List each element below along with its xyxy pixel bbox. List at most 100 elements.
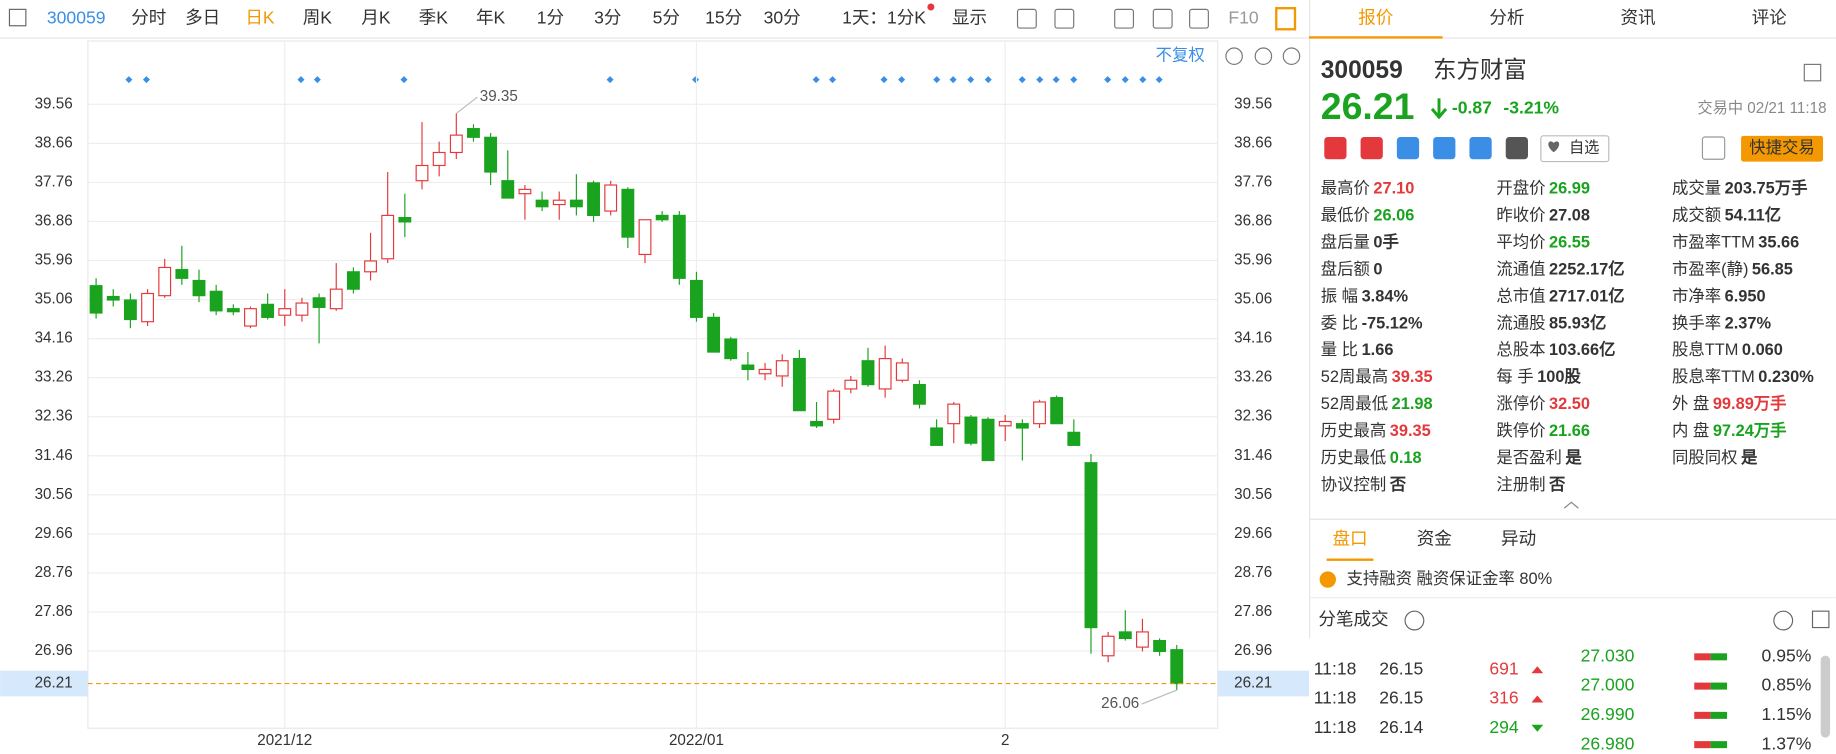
- candle-body: [707, 316, 721, 353]
- tool-icon[interactable]: [1054, 8, 1075, 29]
- stock-code[interactable]: 300059: [47, 7, 106, 27]
- last-price-box: [0, 670, 88, 697]
- action-icon[interactable]: [1505, 136, 1528, 160]
- trade-price: 26.14: [1379, 717, 1423, 737]
- candle-body: [1015, 423, 1029, 429]
- event-marker: [1070, 76, 1078, 84]
- stat-label: 昨收价: [1496, 207, 1545, 225]
- panel-tab[interactable]: 评论: [1752, 7, 1788, 27]
- candle-body: [1170, 649, 1184, 685]
- more-icon[interactable]: [1773, 610, 1794, 631]
- candle-body: [690, 279, 703, 318]
- book-pct: 1.37%: [1762, 733, 1812, 753]
- stat-row: 市盈率TTM 35.66: [1672, 234, 1799, 252]
- period-tab[interactable]: 3分: [594, 7, 621, 27]
- zoom-icon[interactable]: [1254, 47, 1273, 65]
- candle-body: [604, 184, 618, 212]
- stat-value: 是: [1564, 449, 1582, 467]
- period-tab[interactable]: 季K: [419, 7, 449, 27]
- candle-body: [398, 216, 412, 223]
- candle-body: [1084, 462, 1098, 629]
- stat-label: 盘后量: [1321, 233, 1370, 252]
- stat-value: 97.24万手: [1713, 421, 1787, 440]
- book-bar-green: [1710, 653, 1728, 661]
- stat-row: 市盈率(静) 56.85: [1672, 261, 1793, 279]
- book-bar-red: [1694, 741, 1711, 749]
- expand-icon[interactable]: [1811, 610, 1830, 629]
- action-icon[interactable]: [1324, 136, 1347, 160]
- expand-chevron[interactable]: [1563, 501, 1579, 509]
- stat-row: 历史最高 39.35: [1321, 422, 1431, 440]
- period-tab[interactable]: 分时: [131, 7, 166, 27]
- last-price-label: 26.21: [35, 675, 73, 692]
- stat-row: 总股本 103.66亿: [1496, 341, 1615, 360]
- period-tab[interactable]: 多日: [185, 7, 220, 27]
- zoom-icon[interactable]: [1225, 47, 1243, 65]
- action-icon[interactable]: [1360, 136, 1383, 160]
- period-tab[interactable]: 周K: [303, 7, 333, 27]
- period-tab[interactable]: 年K: [476, 7, 506, 27]
- x-tick-label: 2: [1001, 732, 1009, 749]
- stat-row: 跌停价 21.66: [1496, 422, 1590, 440]
- period-tab[interactable]: 15分: [705, 7, 742, 27]
- sub-tab[interactable]: 异动: [1501, 528, 1536, 548]
- sidebar-toggle[interactable]: [8, 8, 27, 27]
- display-select[interactable]: 显示: [952, 7, 987, 27]
- tool-icon[interactable]: [1189, 8, 1209, 29]
- quote-status: 交易中 02/21 11:18: [1697, 99, 1826, 117]
- stat-row: 股息率TTM 0.230%: [1672, 368, 1814, 386]
- sub-tab[interactable]: 资金: [1417, 528, 1453, 548]
- candle-body: [295, 302, 309, 316]
- stat-row: 52周最高 39.35: [1321, 368, 1433, 386]
- y2-tick-label: 28.76: [1234, 564, 1272, 581]
- adjust-button[interactable]: 不复权: [1156, 47, 1205, 65]
- tool-icon[interactable]: [1152, 8, 1173, 29]
- tool-icon[interactable]: [1016, 8, 1037, 29]
- y-tick-label: 39.56: [35, 95, 73, 112]
- f10-button[interactable]: F10: [1228, 7, 1258, 27]
- event-marker: [1104, 76, 1112, 84]
- candle-body: [878, 357, 892, 390]
- badge: [927, 3, 935, 11]
- watch-button[interactable]: 自选: [1569, 140, 1599, 157]
- trade-button-bg[interactable]: [1741, 135, 1824, 162]
- tool-icon[interactable]: [1114, 8, 1135, 29]
- zoom-icon[interactable]: [1282, 47, 1301, 65]
- sub-tab[interactable]: 盘口: [1332, 528, 1367, 548]
- stat-row: 最高价 27.10: [1321, 180, 1415, 198]
- action-icon[interactable]: [1396, 136, 1420, 160]
- candle-body: [312, 297, 326, 308]
- period-tab[interactable]: 1分: [537, 7, 564, 27]
- action-icon[interactable]: [1469, 136, 1492, 160]
- trade-button[interactable]: 快捷交易: [1749, 139, 1815, 157]
- min-annotation: 26.06: [1101, 695, 1139, 712]
- candle-body: [518, 188, 532, 195]
- period-tab[interactable]: 30分: [764, 7, 801, 27]
- stat-row: 成交量 203.75万手: [1672, 179, 1807, 198]
- stat-label: 52周最低: [1321, 395, 1388, 413]
- menu-icon[interactable]: [1803, 63, 1822, 82]
- stat-label: 平均价: [1496, 234, 1545, 252]
- help-icon[interactable]: [1404, 610, 1425, 631]
- event-marker: [1052, 76, 1060, 84]
- period-tab[interactable]: 月K: [361, 7, 391, 27]
- panel-tab[interactable]: 分析: [1489, 7, 1524, 27]
- watch-button-bg[interactable]: [1540, 135, 1610, 163]
- stat-row: 外 盘 99.89万手: [1672, 394, 1787, 413]
- stat-label: 涨停价: [1496, 395, 1545, 413]
- stat-value: 32.50: [1549, 395, 1590, 413]
- bell-icon[interactable]: [1701, 136, 1726, 160]
- trade-direction: [1531, 695, 1544, 703]
- panel-tab[interactable]: 资讯: [1620, 7, 1655, 27]
- candle-body: [364, 260, 377, 273]
- scrollbar[interactable]: [1820, 655, 1831, 738]
- annotation-leader: [1141, 689, 1177, 705]
- panel-toggle[interactable]: [1275, 7, 1297, 31]
- period-tab[interactable]: 5分: [653, 7, 680, 27]
- period-tab[interactable]: 日K: [245, 7, 275, 27]
- panel-tab[interactable]: 报价: [1358, 7, 1394, 27]
- stat-label: 历史最低: [1321, 449, 1387, 467]
- span-select[interactable]: 1天：1分K: [842, 7, 926, 27]
- stat-label: 是否盈利: [1496, 449, 1562, 467]
- action-icon[interactable]: [1433, 136, 1456, 160]
